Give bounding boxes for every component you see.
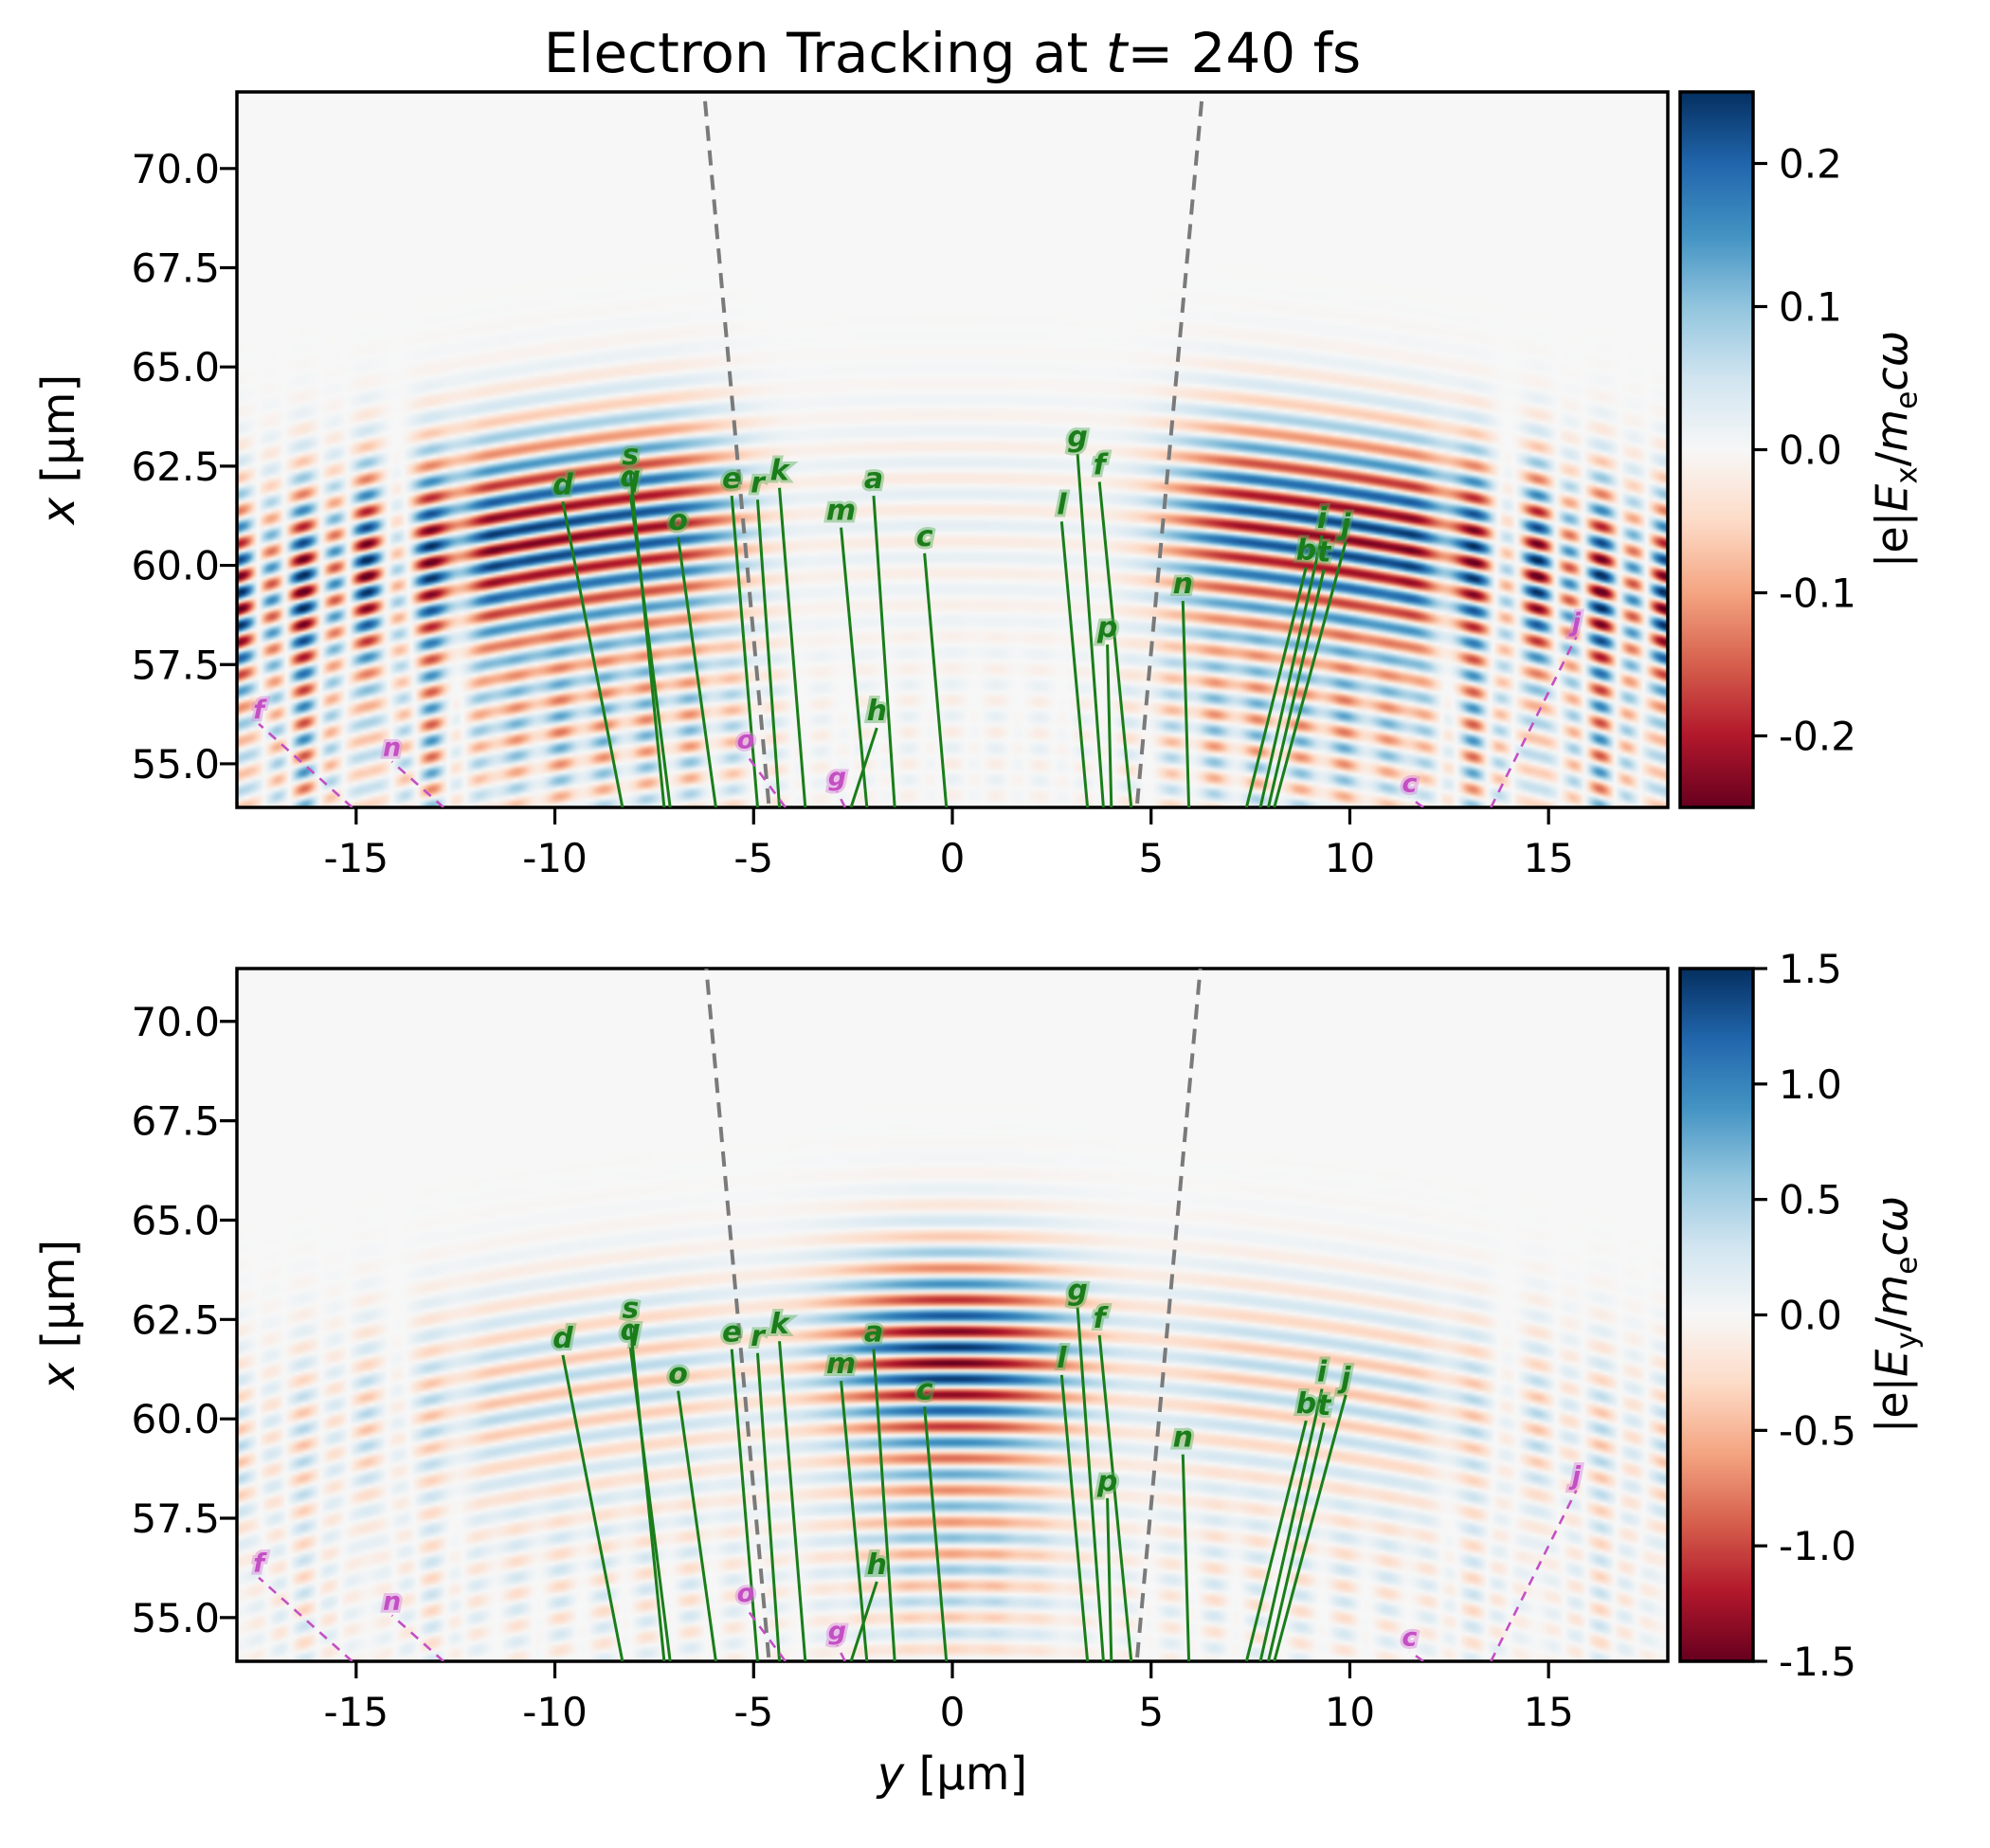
colorbar-ey-canvas: [1680, 969, 1753, 1661]
y-tick-label: 55.0: [131, 741, 220, 788]
colorbar-tick-label: 0.2: [1779, 141, 1842, 188]
x-tick-label: 0: [940, 1689, 966, 1735]
colorbar-tick-label: 1.0: [1779, 1061, 1842, 1108]
x-tick-label: -5: [733, 1689, 773, 1735]
colorbar-tick-label: 1.5: [1779, 946, 1842, 992]
x-tick-label: 15: [1523, 835, 1573, 881]
x-tick-label: 0: [940, 835, 966, 881]
colorbar-tick-label: 0.1: [1779, 284, 1842, 331]
colorbar-ex-label: |e|Ex/mecω: [1866, 330, 1925, 569]
y-axis-label-bottom: x [µm]: [32, 1239, 85, 1390]
y-tick-label: 65.0: [131, 344, 220, 390]
x-tick-label: 15: [1523, 1689, 1573, 1735]
colorbar-ey-label: |e|Ey/mecω: [1866, 1195, 1925, 1434]
x-axis-label: y [µm]: [877, 1748, 1028, 1801]
colorbar-ex-canvas: [1680, 92, 1753, 807]
title-prefix: Electron Tracking at: [543, 21, 1106, 85]
x-tick-label: 10: [1325, 1689, 1375, 1735]
x-tick-label: 5: [1138, 1689, 1164, 1735]
y-tick-label: 55.0: [131, 1595, 220, 1641]
colorbar-tick-label: 0.0: [1779, 1293, 1842, 1339]
y-tick-label: 60.0: [131, 1396, 220, 1442]
y-tick-label: 57.5: [131, 642, 220, 688]
colorbar-tick-label: -0.2: [1779, 714, 1856, 760]
x-tick-label: -10: [522, 1689, 588, 1735]
y-tick-label: 60.0: [131, 543, 220, 589]
x-tick-label: -5: [733, 835, 773, 881]
colorbar-tick-label: 0.0: [1779, 427, 1842, 474]
title-suffix: = 240 fs: [1127, 21, 1362, 85]
y-tick-label: 62.5: [131, 444, 220, 490]
heatmap-ex-canvas: [237, 92, 1668, 807]
colorbar-tick-label: 0.5: [1779, 1177, 1842, 1223]
y-tick-label: 70.0: [131, 999, 220, 1045]
x-tick-label: 10: [1325, 835, 1375, 881]
x-tick-label: 5: [1138, 835, 1164, 881]
x-tick-label: -15: [324, 835, 389, 881]
y-tick-label: 65.0: [131, 1197, 220, 1243]
colorbar-tick-label: -0.5: [1779, 1407, 1856, 1454]
y-tick-label: 67.5: [131, 1098, 220, 1145]
y-axis-label-top: x [µm]: [32, 373, 85, 525]
y-tick-label: 62.5: [131, 1296, 220, 1343]
colorbar-tick-label: -1.5: [1779, 1639, 1856, 1685]
y-tick-label: 70.0: [131, 146, 220, 192]
y-tick-label: 57.5: [131, 1495, 220, 1542]
title-time-variable: t: [1105, 21, 1128, 85]
x-tick-label: -10: [522, 835, 588, 881]
y-tick-label: 67.5: [131, 245, 220, 292]
x-tick-label: -15: [324, 1689, 389, 1735]
colorbar-tick-label: -0.1: [1779, 571, 1856, 617]
colorbar-tick-label: -1.0: [1779, 1523, 1856, 1569]
heatmap-ey-canvas: [237, 969, 1668, 1661]
chart-title: Electron Tracking at t= 240 fs: [544, 15, 1362, 91]
